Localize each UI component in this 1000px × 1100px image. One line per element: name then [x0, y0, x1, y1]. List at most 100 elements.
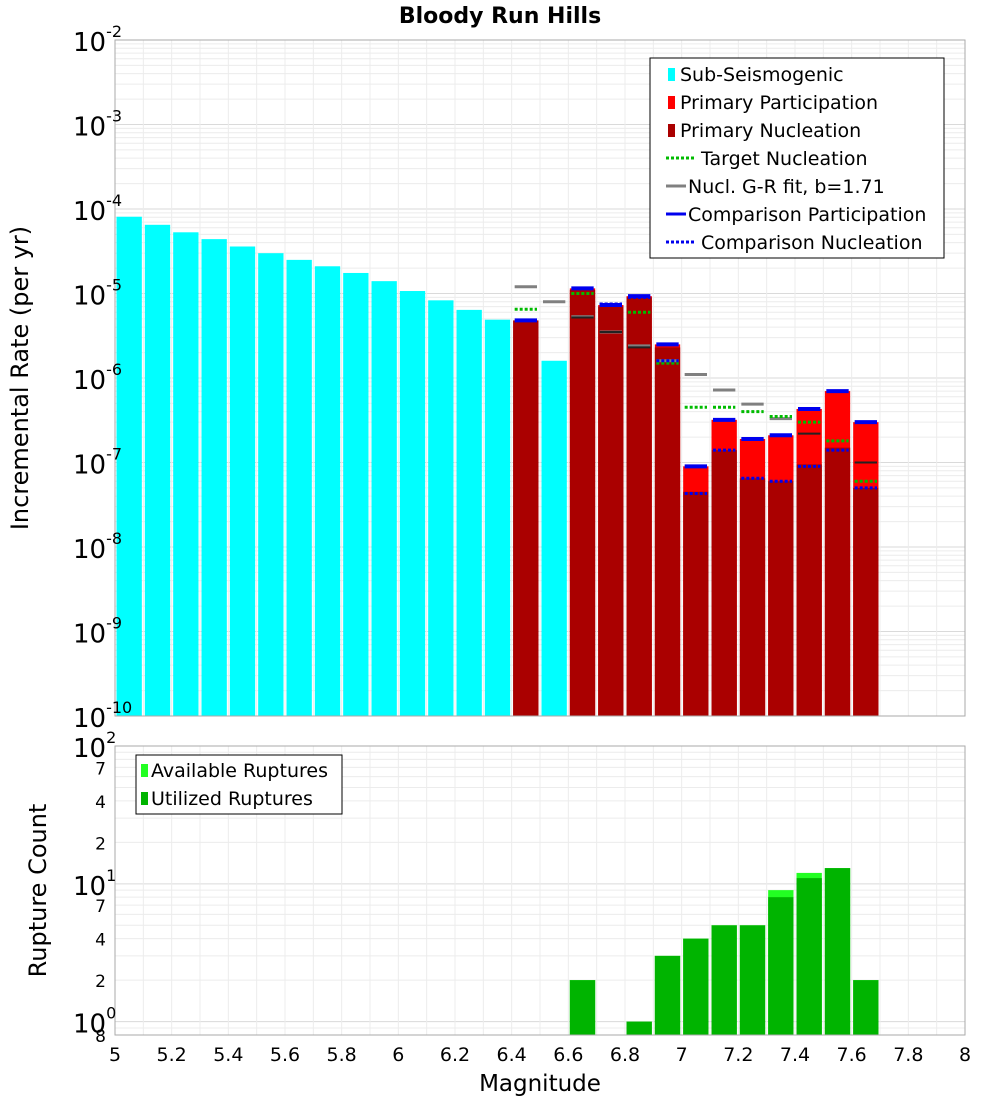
legend-label: Primary Participation: [680, 92, 878, 114]
y-tick-label: 10-9: [73, 614, 122, 650]
y-tick-label: 10-8: [73, 529, 122, 565]
x-tick-label: 7.8: [893, 1044, 923, 1066]
sub-seismogenic-bar: [541, 360, 567, 716]
legend-label: Target Nucleation: [700, 148, 868, 170]
top-bars: [116, 216, 879, 717]
primary-nucleation-bar: [824, 447, 851, 716]
sub-seismogenic-bar: [399, 291, 426, 716]
y-decade-exponent: 1: [106, 866, 116, 885]
bottom-legend-box: [135, 754, 343, 815]
comparison-nucleation-marks: [599, 295, 877, 495]
y-tick-exponent: -3: [106, 107, 122, 126]
y-tick-label: 10-2: [73, 22, 122, 58]
y-tick-base: 10: [73, 197, 106, 227]
y-tick-exponent: -10: [106, 698, 132, 717]
primary-nucleation-bar: [683, 491, 709, 716]
y-tick-exponent: -4: [106, 191, 122, 210]
sub-seismogenic-bar: [229, 246, 256, 716]
x-tick-label: 5.6: [270, 1044, 300, 1066]
y-tick-base: 10: [73, 28, 106, 58]
y-tick-base: 10: [73, 620, 106, 650]
x-tick-label: 7.4: [780, 1044, 810, 1066]
chart-title: Bloody Run Hills: [399, 4, 601, 29]
comparison-participation-marks: [514, 286, 877, 469]
primary-nucleation-bar: [513, 320, 539, 716]
primary-nucleation-bar: [768, 481, 794, 716]
primary-nucleation-bar: [739, 478, 766, 716]
sub-seismogenic-bar: [343, 272, 369, 716]
primary-nucleation-bar: [598, 306, 624, 716]
legend-label: Available Ruptures: [151, 760, 328, 782]
y-tick-exponent: -7: [106, 445, 122, 464]
y-tick-base: 10: [73, 535, 106, 565]
x-tick-label: 5: [109, 1044, 121, 1066]
primary-nucleation-bar: [626, 297, 652, 716]
bottom-bars: [569, 868, 879, 1035]
legend-swatch: [141, 764, 148, 777]
y-tick-base: 10: [73, 366, 106, 396]
y-tick-exponent: -8: [106, 529, 122, 548]
utilized-ruptures-bar: [768, 897, 794, 1035]
y-minor-tick-label: 2: [95, 834, 106, 854]
y-tick-base: 10: [73, 451, 106, 481]
legend-label: Primary Nucleation: [680, 120, 861, 142]
x-tick-label: 6.6: [553, 1044, 583, 1066]
y-decade-base: 10: [73, 734, 106, 764]
primary-nucleation-bar: [853, 487, 879, 716]
y-tick-label: 10-10: [73, 698, 132, 734]
y-decade-label: 102: [73, 728, 116, 764]
utilized-ruptures-bar: [683, 938, 709, 1035]
y-tick-base: 10: [73, 704, 106, 734]
y-decade-exponent: 2: [106, 728, 116, 747]
sub-seismogenic-bar: [144, 224, 171, 716]
x-tick-label: 6.8: [610, 1044, 640, 1066]
y-minor-tick-label: 8: [95, 1027, 106, 1047]
primary-nucleation-bar: [711, 450, 737, 716]
x-tick-label: 5.4: [213, 1044, 243, 1066]
sub-seismogenic-bar: [428, 300, 454, 716]
top-plot-frame: [114, 39, 966, 717]
x-tick-label: 5.2: [157, 1044, 187, 1066]
y-tick-label: 10-7: [73, 445, 122, 481]
utilized-ruptures-bar: [796, 878, 822, 1035]
sub-seismogenic-bar: [258, 253, 284, 716]
legend-swatch: [141, 792, 148, 805]
y-tick-exponent: -2: [106, 22, 122, 41]
legend-label: Sub-Seismogenic: [680, 64, 844, 86]
legend-swatch: [668, 68, 675, 81]
y-minor-tick-label: 7: [95, 897, 106, 917]
y-tick-label: 10-3: [73, 107, 122, 143]
sub-seismogenic-bar: [456, 309, 482, 716]
bottom-plot-frame: [114, 745, 966, 1036]
x-tick-label: 7.2: [723, 1044, 753, 1066]
sub-seismogenic-bar: [201, 239, 227, 717]
utilized-ruptures-bar: [824, 868, 851, 1035]
utilized-ruptures-bar: [853, 980, 879, 1035]
y-tick-label: 10-5: [73, 276, 122, 312]
utilized-ruptures-bar: [626, 1021, 652, 1035]
utilized-ruptures-bar: [711, 925, 737, 1035]
legend-label: Comparison Nucleation: [701, 232, 923, 254]
top-legend: Sub-Seismogenic Primary Participation Prim…: [649, 57, 945, 259]
utilized-ruptures-bar: [654, 955, 681, 1035]
utilized-ruptures-bar: [569, 980, 596, 1035]
y-tick-exponent: -9: [106, 614, 122, 633]
x-tick-labels: 5 5.2 5.4 5.6 5.8 6 6.2 6.4 6.6 6.8 7 7.2 7.4 7.6 7.8 8: [109, 1044, 971, 1066]
y-tick-base: 10: [73, 113, 106, 143]
x-tick-label: 6.4: [497, 1044, 527, 1066]
legend-label: Nucl. G-R fit, b=1.71: [688, 176, 885, 198]
bottom-y-axis-label: Rupture Count: [24, 804, 52, 978]
x-tick-label: 6: [392, 1044, 404, 1066]
target-nucleation-marks: [514, 292, 877, 483]
y-tick-exponent: -5: [106, 276, 122, 295]
top-y-axis-label: Incremental Rate (per yr): [6, 226, 34, 530]
y-minor-tick-label: 4: [95, 931, 106, 951]
legend-label: Comparison Participation: [688, 204, 926, 226]
y-decade-label: 101: [73, 866, 116, 902]
utilized-ruptures-bar: [739, 925, 766, 1035]
sub-seismogenic-bar: [314, 266, 341, 716]
x-tick-label: 7.6: [837, 1044, 867, 1066]
y-tick-label: 10-6: [73, 360, 122, 396]
